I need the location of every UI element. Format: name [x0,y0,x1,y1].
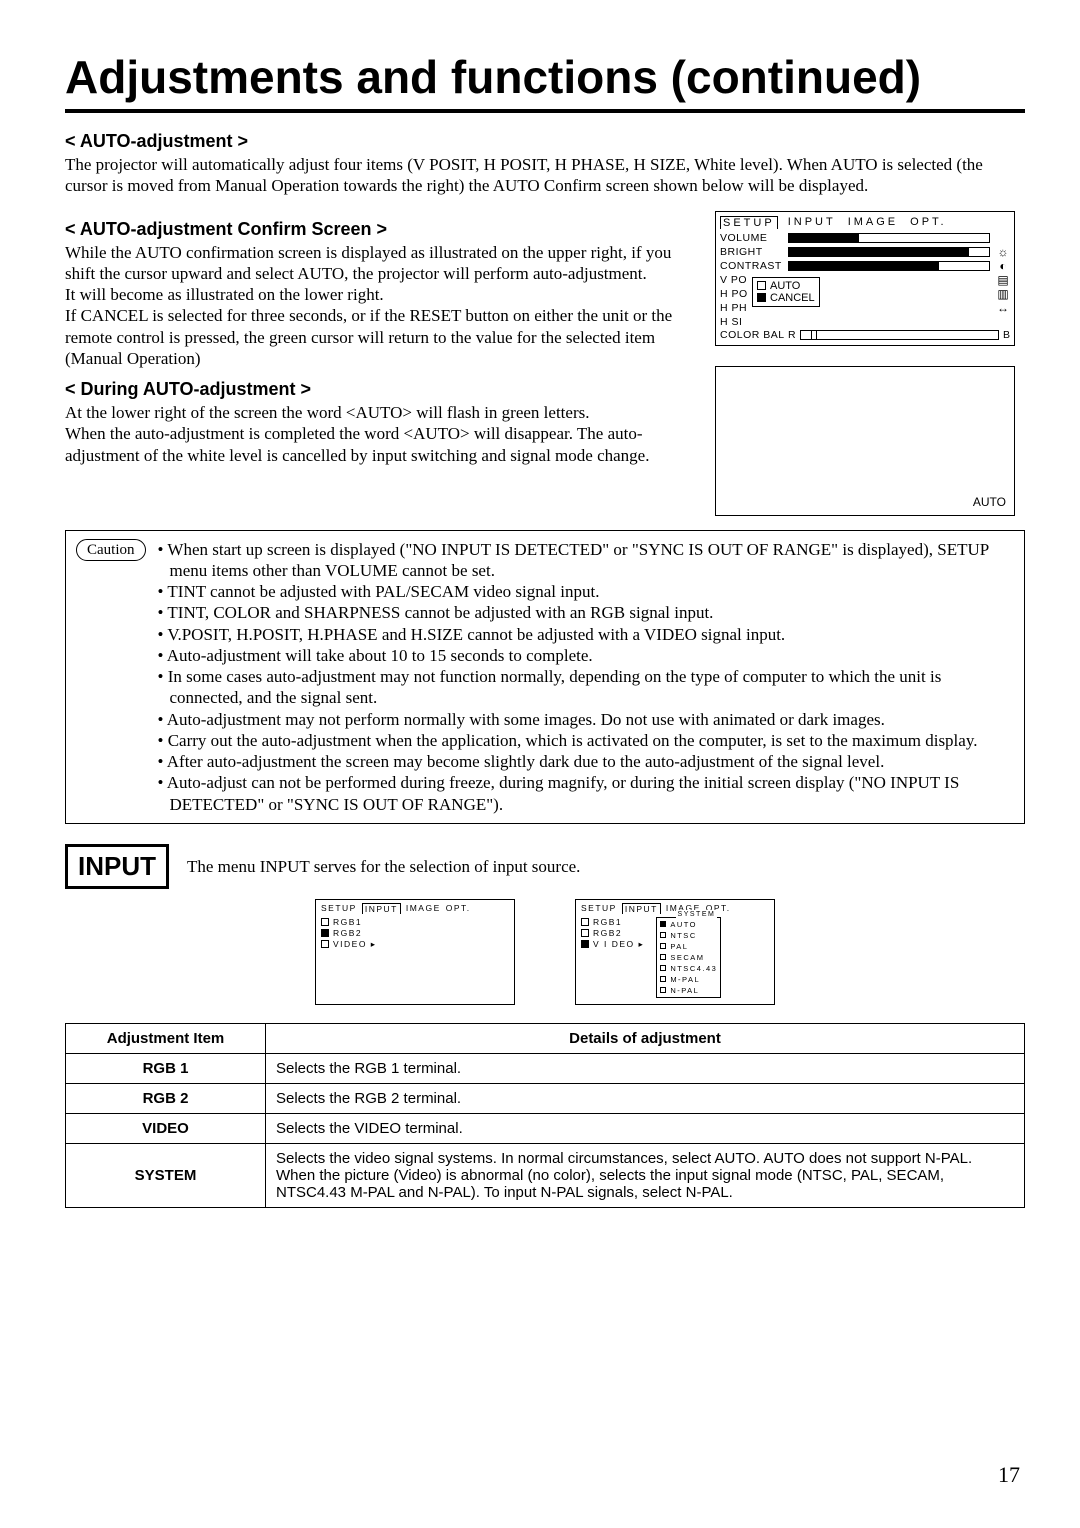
table-row-detail: Selects the VIDEO terminal. [266,1113,1025,1143]
sun-icon: ☼ [996,245,1010,259]
mini-tab: OPT. [446,903,471,914]
table-header-detail: Details of adjustment [266,1023,1025,1053]
osd-contrast: CONTRAST [720,260,788,272]
caution-list: • When start up screen is displayed ("NO… [158,539,1015,815]
confirm-p1: While the AUTO confirmation screen is di… [65,242,697,285]
sys-item: N-PAL [670,985,699,996]
caution-item: • Auto-adjustment may not perform normal… [158,709,1015,730]
mini-osd-right: SETUP INPUT IMAGE OPT. RGB1 RGB2 V I DEO… [575,899,775,1005]
caution-item: • V.POSIT, H.POSIT, H.PHASE and H.SIZE c… [158,624,1015,645]
caution-item: • Carry out the auto-adjustment when the… [158,730,1015,751]
osd-hsi: H SI [720,316,788,328]
mini-item: RGB1 [593,917,622,928]
mini-item: V I DEO ▸ [593,939,644,950]
system-submenu: AUTO NTSC PAL SECAM NTSC4.43 M-PAL N-PAL [656,917,721,998]
mini-tab: SETUP [321,903,357,914]
caution-box: Caution • When start up screen is displa… [65,530,1025,824]
hpos-icon: ▥ [996,287,1010,301]
caution-label: Caution [76,539,146,561]
caution-item: • TINT cannot be adjusted with PAL/SECAM… [158,581,1015,602]
mini-item: RGB1 [333,917,362,928]
caution-item: • When start up screen is displayed ("NO… [158,539,1015,582]
caution-item: • Auto-adjustment will take about 10 to … [158,645,1015,666]
sys-item: NTSC4.43 [670,963,717,974]
auto-progress-screen: AUTO [715,366,1015,516]
input-adjustment-table: Adjustment Item Details of adjustment RG… [65,1023,1025,1208]
sys-item: NTSC [670,930,696,941]
during-p2: When the auto-adjustment is completed th… [65,423,697,466]
contrast-icon: ◐ [996,259,1010,273]
osd-colorbal: COLOR BAL [720,329,788,341]
hsize-icon: ↔ [996,301,1010,315]
table-row-item: RGB 2 [66,1083,266,1113]
during-heading: < During AUTO-adjustment > [65,379,697,400]
osd-bright: BRIGHT [720,246,788,258]
input-badge: INPUT [65,844,169,889]
caution-item: • TINT, COLOR and SHARPNESS cannot be ad… [158,602,1015,623]
auto-adjustment-section: < AUTO-adjustment > The projector will a… [65,131,1025,197]
table-row-item: VIDEO [66,1113,266,1143]
vpos-icon: ▤ [996,273,1010,287]
mini-tab: INPUT [362,903,401,914]
table-row-item: SYSTEM [66,1143,266,1207]
auto-adj-heading: < AUTO-adjustment > [65,131,1025,152]
table-row-detail: Selects the RGB 2 terminal. [266,1083,1025,1113]
confirm-p3: If CANCEL is selected for three seconds,… [65,305,697,369]
table-row-detail: Selects the video signal systems. In nor… [266,1143,1025,1207]
osd-volume: VOLUME [720,232,788,244]
table-row-item: RGB 1 [66,1053,266,1083]
osd-cancel-option: CANCEL [770,292,815,304]
confirm-p2: It will become as illustrated on the low… [65,284,697,305]
osd-tab-image: IMAGE [846,216,900,229]
osd-confirm-screen: SETUP INPUT IMAGE OPT. VOLUME BRIGHT ☼ CO… [715,211,1015,346]
mini-item: RGB2 [593,928,622,939]
mini-item: VIDEO ▸ [333,939,377,950]
sys-item: M-PAL [670,974,700,985]
caution-item: • After auto-adjustment the screen may b… [158,751,1015,772]
confirm-heading: < AUTO-adjustment Confirm Screen > [65,219,697,240]
mini-item: RGB2 [333,928,362,939]
sys-item: SECAM [670,952,704,963]
page-number: 17 [998,1462,1020,1488]
colorbal-r: R [788,329,796,341]
colorbal-b: B [1003,329,1010,341]
caution-item: • In some cases auto-adjustment may not … [158,666,1015,709]
osd-tabs: SETUP INPUT IMAGE OPT. [720,216,1010,229]
caution-item: • Auto-adjust can not be performed durin… [158,772,1015,815]
input-desc: The menu INPUT serves for the selection … [187,856,580,877]
auto-adj-body: The projector will automatically adjust … [65,154,1025,197]
table-row-detail: Selects the RGB 1 terminal. [266,1053,1025,1083]
mini-tab: SETUP [581,903,617,914]
mini-tab: IMAGE [406,903,441,914]
sys-item: PAL [670,941,688,952]
sys-item: AUTO [670,919,697,930]
osd-auto-option: AUTO [770,280,800,292]
osd-tab-input: INPUT [786,216,838,229]
auto-flash-label: AUTO [973,495,1006,509]
mini-osd-left: SETUP INPUT IMAGE OPT. RGB1 RGB2 VIDEO ▸ [315,899,515,1005]
page-title: Adjustments and functions (continued) [65,50,1025,113]
mini-tab: INPUT [622,903,661,914]
osd-auto-dialog: AUTO CANCEL [752,277,820,307]
input-section-header: INPUT The menu INPUT serves for the sele… [65,844,1025,889]
during-p1: At the lower right of the screen the wor… [65,402,697,423]
osd-tab-opt: OPT. [908,216,948,229]
osd-tab-setup: SETUP [720,216,778,229]
table-header-item: Adjustment Item [66,1023,266,1053]
